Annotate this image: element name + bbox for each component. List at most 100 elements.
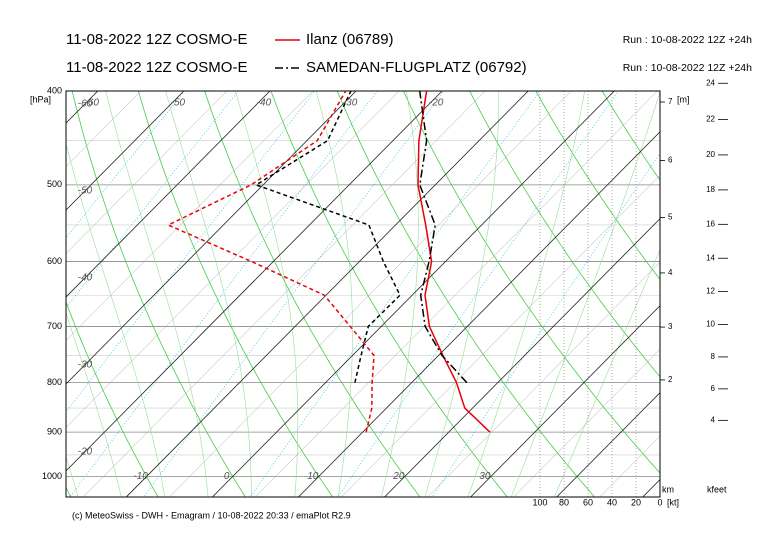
y-tick-label: 800	[47, 377, 62, 387]
isotherm	[255, 91, 658, 497]
mixing-ratio-line	[69, 91, 378, 497]
background-lines	[0, 80, 766, 501]
model-label: 11-08-2022 12Z COSMO-E	[66, 31, 247, 48]
x-tick-label-top: -30	[343, 98, 358, 109]
isotherm	[427, 261, 660, 497]
legend-label: SAMEDAN-FLUGPLATZ (06792)	[306, 59, 527, 76]
x-tick-label-top: -20	[429, 98, 444, 109]
dry-adiabat	[204, 91, 421, 497]
kfeet-tick-label: 20	[706, 150, 715, 159]
dry-adiabat	[727, 80, 766, 501]
dewpoint-profile	[166, 91, 375, 433]
dry-adiabat	[469, 91, 660, 378]
y-tick-label: 1000	[42, 471, 62, 481]
temperature-profile	[417, 91, 491, 433]
profiles	[166, 91, 491, 433]
height-label: [m]	[677, 94, 690, 104]
moist-adiabat	[66, 311, 122, 497]
isotherm	[298, 131, 660, 497]
isotherm	[66, 91, 400, 428]
moist-adiabat	[105, 91, 209, 497]
height-tick-label: 2	[668, 375, 673, 384]
kfeet-tick-label: 24	[706, 78, 715, 87]
dry-adiabat	[270, 91, 508, 497]
x-tick-label: -10	[133, 471, 148, 482]
footer: (c) MeteoSwiss - DWH - Emagram / 10-08-2…	[72, 510, 351, 520]
y-tick-label: 600	[47, 256, 62, 266]
isotherm	[729, 91, 766, 497]
moist-adiabat	[165, 91, 252, 497]
moist-adiabat	[315, 91, 353, 497]
wind-tick-label: 0	[657, 497, 662, 507]
isotherm	[66, 91, 141, 167]
isotherm	[384, 218, 660, 497]
moist-adiabat	[381, 91, 419, 497]
plot-frame	[65, 90, 661, 498]
run-label: Run : 10-08-2022 12Z +24h	[623, 62, 752, 74]
mixing-ratio-line	[249, 91, 541, 497]
mixing-ratio-line	[431, 152, 660, 497]
wind-tick-label: 20	[631, 497, 641, 507]
y-tick-label: 400	[47, 85, 62, 95]
x-tick-label-left: -50	[78, 185, 93, 196]
dry-adiabat	[66, 301, 159, 497]
isotherm	[212, 91, 615, 497]
isotherm	[470, 305, 660, 497]
moist-adiabat	[66, 455, 79, 497]
kfeet-label: kfeet	[707, 484, 727, 494]
wind-label: [kt]	[667, 497, 679, 507]
isotherm	[599, 435, 660, 497]
x-tick-label-top: -60	[85, 98, 100, 109]
moist-adiabat	[234, 91, 299, 497]
isotherm	[341, 174, 660, 497]
kfeet-tick-label: 12	[706, 287, 715, 296]
x-tick-label-left: -60	[78, 99, 93, 110]
dry-adiabat	[71, 91, 246, 497]
y-tick-label: 900	[47, 427, 62, 437]
isotherm	[556, 392, 660, 497]
kfeet-tick-label: 22	[706, 114, 715, 123]
isotherm	[66, 91, 228, 254]
kfeet-tick-label: 6	[711, 384, 716, 393]
model-label: 11-08-2022 12Z COSMO-E	[66, 59, 247, 76]
run-label: Run : 10-08-2022 12Z +24h	[623, 34, 752, 46]
x-tick-label: 0	[224, 471, 230, 482]
dry-adiabat	[137, 91, 334, 497]
kfeet-tick-label: 8	[711, 352, 716, 361]
x-tick-label-left: -20	[78, 446, 93, 457]
kfeet-tick-label: 18	[706, 185, 715, 194]
wind-tick-label: 80	[559, 497, 569, 507]
isotherm	[125, 91, 529, 497]
moist-adiabat	[467, 91, 586, 497]
wind-tick-label: 60	[583, 497, 593, 507]
isotherm	[169, 91, 572, 497]
isotherm	[66, 91, 271, 298]
moist-adiabat	[66, 142, 166, 497]
dry-adiabat	[402, 91, 660, 474]
legend-label: Ilanz (06789)	[306, 31, 394, 48]
isotherm	[66, 91, 314, 341]
kfeet-tick-label: 14	[706, 253, 715, 262]
isotherm	[686, 91, 766, 497]
y-axis-label: [hPa]	[30, 94, 51, 104]
x-tick-label: 20	[392, 471, 405, 482]
dry-adiabat	[336, 91, 596, 497]
moist-adiabat	[424, 91, 500, 497]
mixing-ratio-line	[143, 91, 445, 497]
y-tick-label: 700	[47, 321, 62, 331]
kfeet-tick-label: 16	[706, 219, 715, 228]
dry-adiabat	[66, 486, 72, 497]
height-tick-label: 4	[668, 268, 673, 277]
x-tick-label: 30	[479, 471, 491, 482]
isotherm	[513, 348, 660, 497]
x-tick-label: 10	[307, 471, 319, 482]
x-tick-label-top: -40	[257, 98, 272, 109]
x-tick-label-left: -30	[78, 359, 93, 370]
dry-adiabat	[535, 91, 660, 281]
isotherm	[66, 91, 443, 472]
moist-adiabat	[0, 80, 36, 501]
dewpoint-profile	[254, 91, 401, 383]
isotherm	[66, 91, 185, 211]
